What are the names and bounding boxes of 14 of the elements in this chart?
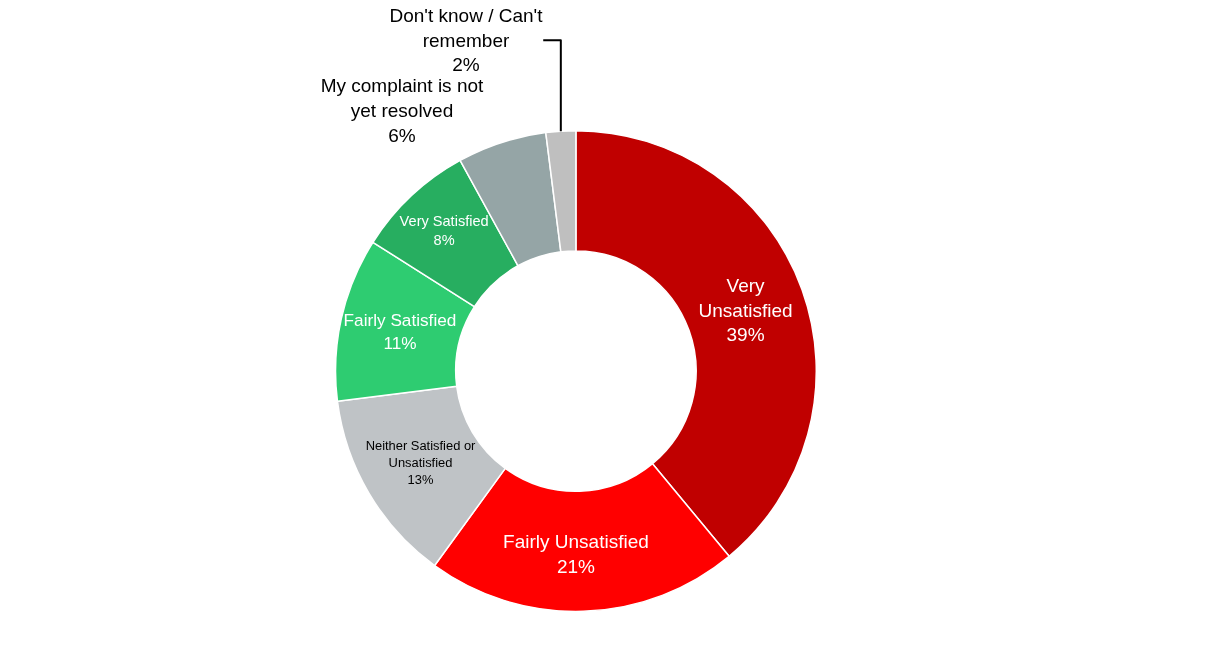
slice-label: My complaint is not yet resolved xyxy=(320,75,485,122)
data-label: 11% xyxy=(383,332,417,353)
data-label: 39% xyxy=(726,324,765,346)
slice-label: Fairly Satisfied xyxy=(343,310,457,331)
data-label: 8% xyxy=(433,232,455,249)
data-label: 21% xyxy=(556,555,596,577)
slice-label: Don't know / Can't remember xyxy=(389,5,544,51)
data-label: 2% xyxy=(452,54,480,76)
data-label: 6% xyxy=(388,124,416,146)
slice-label: Very Satisfied xyxy=(399,213,489,230)
data-label: 13% xyxy=(407,472,434,488)
slice-label: Very Unsatisfied xyxy=(698,274,793,321)
slice-label: Neither Satisfied or Unsatisfied xyxy=(365,438,477,471)
slice-label: Fairly Unsatisfied xyxy=(503,530,649,552)
